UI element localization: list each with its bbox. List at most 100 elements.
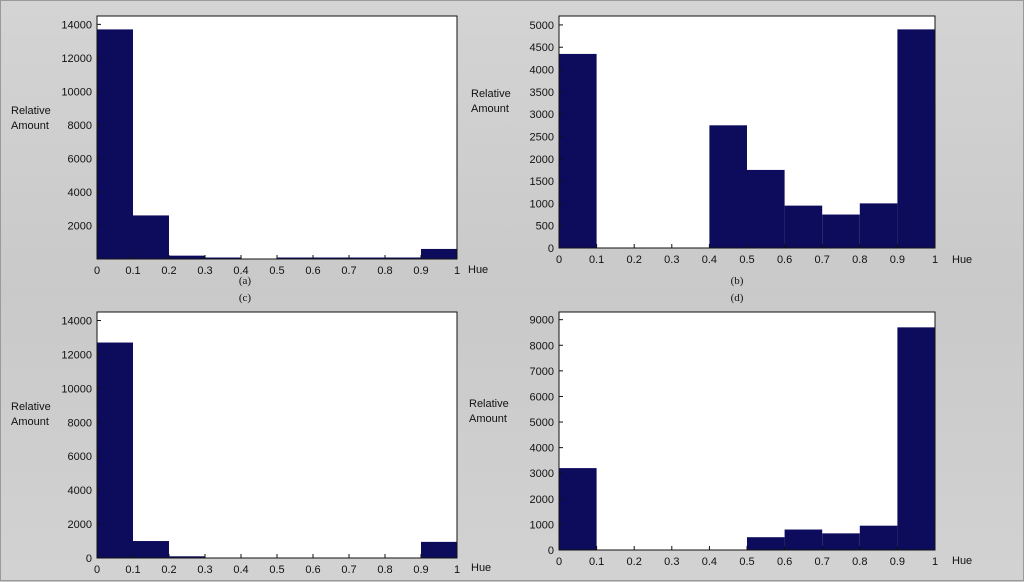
histogram-bar — [97, 342, 133, 558]
histogram-bar — [169, 255, 205, 259]
histogram-bar — [97, 29, 133, 260]
x-tick-label: 0.2 — [627, 556, 642, 568]
x-tick-label: 0 — [556, 254, 562, 266]
x-tick-label: 0.7 — [815, 556, 830, 568]
histogram-panel-2: 0 2000 4000 6000 8000 10000 12000 14000 0 0.1 0.2 0… — [11, 311, 491, 576]
y-tick-label: 8000 — [68, 120, 92, 132]
x-tick-label: 0.3 — [197, 564, 212, 576]
panel-caption: (b) — [731, 275, 744, 287]
x-tick-label: 0.8 — [377, 265, 392, 277]
histogram-panel-0: 2000 4000 6000 8000 10000 12000 14000 0 0.1 0.2 0.… — [11, 15, 488, 277]
x-tick-label: 0.8 — [377, 564, 392, 576]
y-tick-label: 3000 — [530, 109, 554, 121]
x-tick-label: 0.7 — [815, 254, 830, 266]
y-tick-label: 3500 — [530, 87, 554, 99]
histogram-bar — [169, 556, 205, 558]
x-tick-label: 0 — [94, 564, 100, 576]
y-tick-label: 12000 — [61, 53, 92, 65]
x-axis-label: Hue — [952, 254, 972, 266]
x-tick-label: 1 — [932, 254, 938, 266]
y-tick-label: 14000 — [61, 19, 92, 31]
y-axis-label: Relative — [471, 88, 511, 100]
y-tick-label: 6000 — [68, 451, 92, 463]
y-tick-label: 4000 — [530, 65, 554, 77]
x-tick-label: 1 — [454, 265, 460, 277]
x-tick-label: 0.6 — [305, 564, 320, 576]
x-tick-label: 0.5 — [739, 556, 754, 568]
x-tick-label: 0.4 — [702, 254, 717, 266]
x-tick-label: 0.9 — [413, 265, 428, 277]
y-tick-label: 2500 — [530, 131, 554, 143]
x-tick-label: 0.5 — [269, 265, 284, 277]
y-tick-label: 1500 — [530, 176, 554, 188]
x-tick-label: 0.4 — [233, 265, 248, 277]
y-axis-label: Amount — [11, 416, 49, 428]
x-tick-label: 1 — [932, 556, 938, 568]
x-tick-label: 0.4 — [233, 564, 248, 576]
histogram-bar — [349, 257, 385, 259]
histogram-bar — [822, 214, 860, 248]
x-tick-label: 0.6 — [777, 254, 792, 266]
x-tick-label: 0.6 — [305, 265, 320, 277]
x-tick-label: 0.6 — [777, 556, 792, 568]
x-tick-label: 0.5 — [739, 254, 754, 266]
y-tick-label: 500 — [536, 221, 554, 233]
panel-caption: (c) — [239, 292, 252, 304]
histogram-bar — [784, 205, 823, 248]
y-tick-label: 8000 — [68, 417, 92, 429]
x-tick-label: 0 — [94, 265, 100, 277]
x-tick-label: 0.1 — [589, 254, 604, 266]
y-tick-label: 4000 — [68, 187, 92, 199]
y-tick-label: 5000 — [530, 417, 554, 429]
histogram-bar — [421, 541, 457, 558]
histogram-bar — [859, 525, 898, 550]
histogram-bar — [822, 533, 860, 550]
y-tick-label: 0 — [548, 243, 554, 255]
histogram-bar — [709, 125, 747, 248]
y-tick-label: 9000 — [530, 315, 554, 327]
y-axis-label: Relative — [11, 105, 51, 117]
x-tick-label: 1 — [454, 564, 460, 576]
plot-area — [559, 312, 935, 550]
x-tick-label: 0.5 — [269, 564, 284, 576]
y-tick-label: 3000 — [530, 468, 554, 480]
y-tick-label: 8000 — [530, 340, 554, 352]
x-tick-label: 0.7 — [341, 564, 356, 576]
x-tick-label: 0.2 — [161, 265, 176, 277]
histogram-panel-3: 0 1000 2000 3000 4000 5000 6000 7000 8000 9000 0 0.… — [469, 311, 972, 568]
x-tick-label: 0.3 — [664, 254, 679, 266]
histogram-bar — [133, 215, 169, 259]
x-tick-label: 0.8 — [852, 254, 867, 266]
y-tick-label: 14000 — [61, 315, 92, 327]
y-tick-label: 4500 — [530, 42, 554, 54]
y-tick-label: 10000 — [61, 383, 92, 395]
y-tick-label: 12000 — [61, 349, 92, 361]
histogram-bar — [313, 257, 349, 259]
histogram-bar — [897, 29, 935, 249]
x-tick-label: 0.3 — [664, 556, 679, 568]
y-tick-label: 0 — [548, 545, 554, 557]
histogram-bar — [747, 169, 785, 248]
x-axis-label: Hue — [468, 264, 488, 276]
x-tick-label: 0.1 — [125, 564, 140, 576]
y-tick-label: 7000 — [530, 366, 554, 378]
x-tick-label: 0.3 — [197, 265, 212, 277]
histogram-bar — [133, 541, 169, 558]
histogram-bar — [205, 257, 241, 259]
y-tick-label: 1000 — [530, 519, 554, 531]
y-axis-label: Amount — [11, 120, 49, 132]
y-tick-label: 6000 — [68, 153, 92, 165]
x-axis-label: Hue — [471, 562, 491, 574]
x-tick-label: 0.9 — [413, 564, 428, 576]
y-tick-label: 5000 — [530, 20, 554, 32]
x-tick-label: 0.2 — [627, 254, 642, 266]
y-tick-label: 2000 — [68, 220, 92, 232]
histogram-bar — [385, 257, 421, 259]
panel-caption: (a) — [239, 275, 252, 287]
y-tick-label: 0 — [86, 553, 92, 565]
x-axis-label: Hue — [952, 555, 972, 567]
x-tick-label: 0.7 — [341, 265, 356, 277]
histogram-bar — [784, 529, 823, 550]
histogram-bar — [421, 248, 457, 259]
